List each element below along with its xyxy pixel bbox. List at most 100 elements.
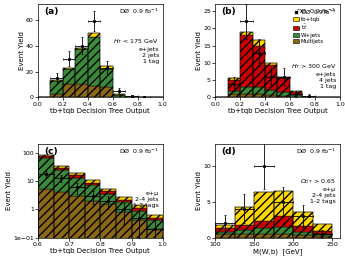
Bar [50, 81, 63, 94]
Bar [100, 204, 116, 273]
Bar [113, 94, 125, 97]
Bar [53, 166, 69, 273]
Bar [38, 155, 53, 156]
Text: e+μ
2-4 jets
1-2 tags: e+μ 2-4 jets 1-2 tags [133, 191, 159, 208]
Bar [265, 90, 277, 95]
Bar [228, 78, 240, 97]
Bar [147, 215, 163, 218]
Text: (a): (a) [44, 7, 59, 16]
Text: DØ  0.9 fb$^{-1}$: DØ 0.9 fb$^{-1}$ [119, 7, 159, 15]
Bar [69, 173, 85, 273]
Bar [228, 78, 240, 80]
Bar [113, 94, 125, 95]
Bar [265, 65, 277, 90]
Bar [274, 227, 293, 234]
Bar [274, 216, 293, 227]
Text: $H_T$ < 175 GeV
e+jets
2 jets
1 tag: $H_T$ < 175 GeV e+jets 2 jets 1 tag [114, 37, 159, 64]
Y-axis label: Event Yield: Event Yield [196, 171, 202, 210]
Bar [215, 225, 235, 238]
Text: DØ  0.9 fb$^{-1}$: DØ 0.9 fb$^{-1}$ [119, 147, 159, 155]
Bar [254, 234, 274, 238]
Bar [293, 235, 313, 238]
Text: $O_{DT}$ > 0.65
e+μ
2-4 jets
1-2 tags: $O_{DT}$ > 0.65 e+μ 2-4 jets 1-2 tags [300, 177, 336, 204]
Bar [235, 207, 254, 225]
Bar [100, 66, 113, 69]
Bar [63, 69, 75, 84]
Bar [277, 78, 290, 92]
Text: (c): (c) [44, 147, 58, 156]
Bar [116, 197, 131, 200]
Bar [240, 87, 253, 94]
Text: $H_T$ > 300 GeV
e+jets
4 jets
1 tag: $H_T$ > 300 GeV e+jets 4 jets 1 tag [290, 62, 336, 90]
Bar [38, 158, 53, 189]
Bar [100, 191, 116, 194]
Bar [53, 168, 69, 170]
Bar [75, 49, 88, 84]
Bar [131, 205, 147, 273]
Text: (b): (b) [221, 7, 236, 16]
Bar [85, 183, 100, 185]
Bar [265, 63, 277, 97]
Bar [69, 196, 85, 273]
Bar [274, 191, 293, 216]
Bar [293, 232, 313, 235]
Bar [290, 91, 303, 95]
Bar [50, 94, 63, 97]
Bar [131, 208, 147, 210]
Y-axis label: Event Yield: Event Yield [6, 171, 12, 210]
Bar [147, 215, 163, 273]
Bar [277, 92, 290, 96]
Bar [116, 212, 131, 273]
Bar [253, 46, 265, 87]
Bar [265, 63, 277, 65]
Bar [277, 77, 290, 97]
Bar [290, 95, 303, 97]
Bar [88, 33, 100, 97]
Bar [88, 33, 100, 37]
Bar [69, 173, 85, 175]
Bar [53, 166, 69, 168]
Bar [235, 230, 254, 234]
Bar [38, 156, 53, 158]
Bar [293, 212, 313, 238]
Bar [75, 48, 88, 97]
Bar [254, 192, 274, 238]
X-axis label: M(W,b)  [GeV]: M(W,b) [GeV] [253, 248, 302, 255]
Bar [116, 202, 131, 212]
Bar [53, 170, 69, 192]
X-axis label: tb+tqb Decision Tree Output: tb+tqb Decision Tree Output [50, 248, 150, 254]
Bar [313, 224, 332, 238]
Bar [293, 226, 313, 232]
Bar [75, 48, 88, 49]
Bar [215, 234, 235, 238]
Bar [147, 221, 163, 229]
Bar [113, 95, 125, 97]
X-axis label: tb+tqb Decision Tree Output: tb+tqb Decision Tree Output [50, 108, 150, 114]
Bar [313, 234, 332, 236]
Bar [63, 68, 75, 69]
Legend: DØ  0.9 fb$^{-1}$, tb+tqb, t$\bar{t}$, W+jets, Multijets: DØ 0.9 fb$^{-1}$, tb+tqb, t$\bar{t}$, W+… [292, 7, 337, 45]
Bar [215, 225, 235, 228]
Bar [235, 234, 254, 238]
Bar [235, 225, 254, 230]
Bar [228, 91, 240, 94]
Bar [313, 224, 332, 231]
Bar [254, 221, 274, 228]
Text: DØ  0.9 fb$^{-1}$: DØ 0.9 fb$^{-1}$ [296, 7, 336, 15]
Bar [85, 180, 100, 183]
Bar [69, 175, 85, 178]
Bar [85, 180, 100, 273]
Bar [88, 86, 100, 97]
Bar [50, 80, 63, 97]
Bar [240, 35, 253, 87]
Bar [50, 80, 63, 81]
Bar [253, 94, 265, 97]
Bar [290, 91, 303, 97]
Bar [274, 191, 293, 238]
Bar [75, 84, 88, 97]
Bar [240, 94, 253, 97]
Bar [100, 189, 116, 273]
Bar [215, 232, 235, 234]
Bar [265, 95, 277, 97]
X-axis label: tb+tqb Decision Tree Output: tb+tqb Decision Tree Output [228, 108, 327, 114]
